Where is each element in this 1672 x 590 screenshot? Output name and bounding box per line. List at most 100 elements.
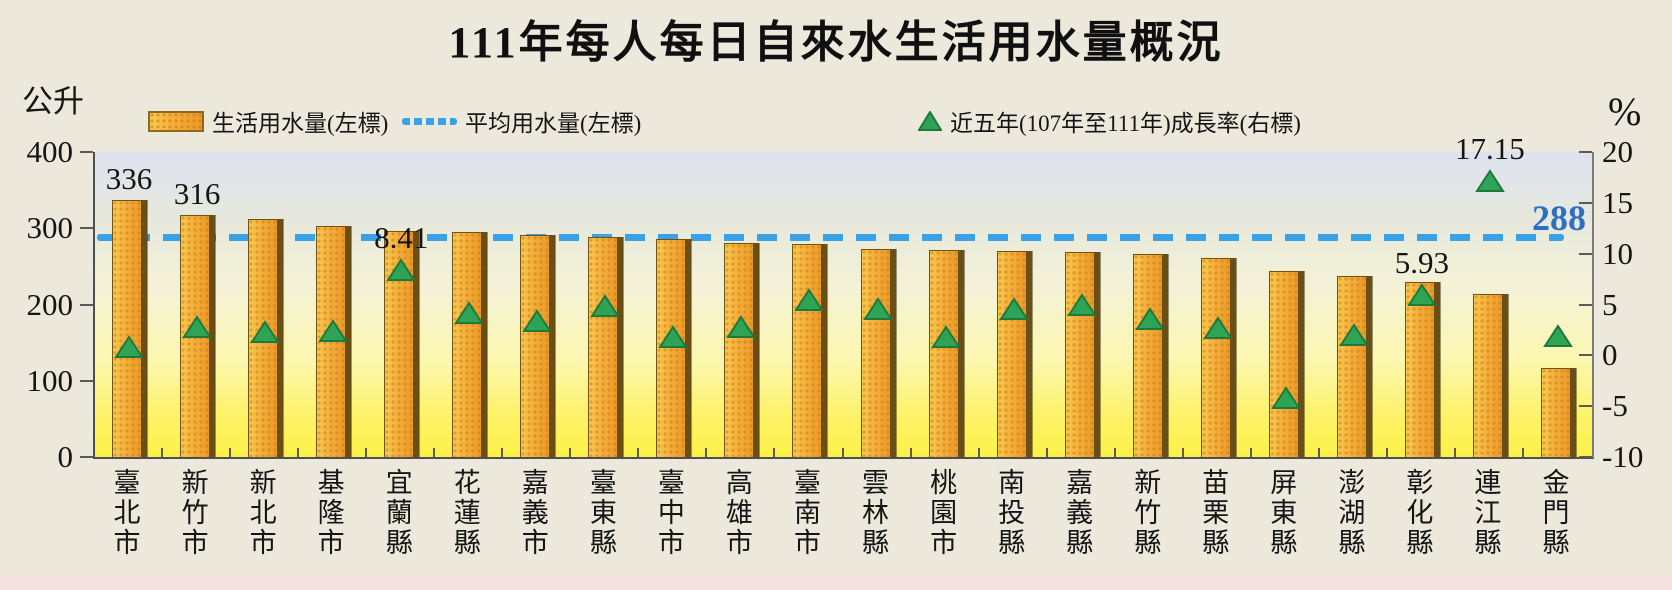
chart-title: 111年每人每日自來水生活用水量概況 bbox=[448, 18, 1224, 67]
bar-value-label: 316 bbox=[173, 176, 221, 212]
growth-marker bbox=[182, 315, 212, 338]
x-axis-tick-mark bbox=[229, 448, 232, 457]
x-axis-label: 澎湖縣 bbox=[1338, 468, 1366, 558]
growth-marker bbox=[930, 325, 961, 349]
x-axis-tick-mark bbox=[841, 448, 844, 457]
x-axis-tick-mark bbox=[1045, 448, 1048, 457]
x-axis-tick-mark bbox=[161, 448, 164, 457]
x-axis-label: 新竹市 bbox=[181, 468, 209, 558]
growth-value-label: 8.41 bbox=[374, 219, 429, 255]
growth-marker bbox=[454, 300, 485, 324]
right-axis-tick-mark bbox=[1579, 151, 1592, 153]
bottom-strip bbox=[0, 577, 1672, 590]
growth-marker bbox=[998, 296, 1029, 320]
x-axis-label: 屏東縣 bbox=[1270, 468, 1298, 558]
growth-marker bbox=[386, 257, 417, 281]
bar bbox=[452, 231, 488, 457]
right-axis-tick-mark bbox=[1579, 252, 1592, 255]
left-axis-tick-label: 0 bbox=[57, 439, 74, 474]
right-axis-tick-label: 0 bbox=[1602, 337, 1618, 373]
legend-label: 近五年(107年至111年)成長率(右標) bbox=[950, 111, 1301, 136]
x-axis-tick-mark bbox=[909, 448, 912, 457]
left-axis-tick-label: 200 bbox=[26, 286, 74, 322]
right-axis-unit-label: % bbox=[1608, 89, 1642, 134]
growth-marker bbox=[862, 296, 893, 320]
bar bbox=[724, 242, 760, 457]
x-axis-label: 連江縣 bbox=[1474, 468, 1502, 558]
left-axis-tick-label: 400 bbox=[26, 134, 74, 169]
right-axis-tick-mark bbox=[1579, 201, 1592, 204]
growth-marker bbox=[318, 319, 348, 342]
x-axis-label: 基隆市 bbox=[317, 468, 345, 558]
bar bbox=[1336, 276, 1372, 457]
right-axis-tick-label: -10 bbox=[1602, 439, 1644, 474]
legend-item-growth: 近五年(107年至111年)成長率(右標) bbox=[918, 103, 1301, 139]
x-axis-label: 嘉義縣 bbox=[1066, 468, 1094, 558]
bar bbox=[1132, 253, 1168, 457]
growth-marker bbox=[522, 308, 553, 332]
left-axis-unit-label: 公升 bbox=[22, 84, 84, 119]
bar bbox=[656, 238, 692, 457]
left-axis-tick-label: 300 bbox=[26, 210, 74, 246]
triangle-icon bbox=[918, 111, 942, 131]
left-axis-tick-label: 100 bbox=[26, 362, 74, 398]
x-axis-label: 苗栗縣 bbox=[1202, 468, 1230, 558]
x-axis-label: 臺北市 bbox=[113, 468, 141, 558]
bar bbox=[588, 237, 624, 457]
bar bbox=[996, 250, 1032, 457]
right-axis-tick-mark bbox=[1579, 354, 1592, 357]
growth-marker bbox=[1543, 324, 1573, 348]
x-axis-label: 新北市 bbox=[249, 468, 277, 558]
growth-marker bbox=[794, 288, 825, 312]
x-axis-label: 高雄市 bbox=[725, 468, 753, 558]
x-axis-label: 新竹縣 bbox=[1134, 468, 1162, 558]
growth-marker bbox=[1475, 169, 1505, 192]
x-axis-label: 桃園市 bbox=[930, 468, 958, 558]
average-value-label: 288 bbox=[1532, 198, 1586, 239]
x-axis-label: 臺東縣 bbox=[589, 468, 617, 558]
left-axis-tick-mark bbox=[80, 151, 93, 153]
bar bbox=[1064, 252, 1100, 457]
bar bbox=[1540, 368, 1576, 457]
growth-marker bbox=[1066, 292, 1097, 316]
x-axis-label: 宜蘭縣 bbox=[385, 468, 413, 558]
x-axis-tick-mark bbox=[1113, 448, 1116, 457]
x-axis-label: 臺南市 bbox=[793, 468, 821, 558]
right-axis-tick-label: 20 bbox=[1602, 134, 1633, 169]
legend-item-average: 平均用水量(左標) bbox=[402, 103, 641, 139]
x-axis-tick-mark bbox=[773, 448, 776, 457]
x-axis-tick-mark bbox=[433, 448, 436, 457]
x-axis-label: 雲林縣 bbox=[862, 468, 890, 558]
x-axis-label: 金門縣 bbox=[1542, 468, 1570, 558]
growth-value-label: 17.15 bbox=[1455, 130, 1525, 166]
x-axis-tick-mark bbox=[297, 448, 300, 457]
right-axis-tick-label: 10 bbox=[1602, 235, 1633, 271]
bar bbox=[1472, 293, 1508, 457]
bar bbox=[860, 248, 896, 457]
growth-marker bbox=[1270, 386, 1301, 410]
left-axis-tick-mark bbox=[80, 456, 93, 458]
x-axis-label: 花蓮縣 bbox=[453, 468, 481, 558]
x-axis-label: 嘉義市 bbox=[521, 468, 549, 558]
x-axis-tick-mark bbox=[1317, 448, 1320, 457]
x-axis-tick-mark bbox=[569, 448, 572, 457]
bar bbox=[1268, 271, 1304, 457]
right-axis-tick-mark bbox=[1579, 456, 1592, 458]
x-axis-label: 南投縣 bbox=[998, 468, 1026, 558]
legend-label: 平均用水量(左標) bbox=[465, 111, 642, 136]
right-axis-tick-mark bbox=[1579, 303, 1592, 306]
growth-marker bbox=[1134, 306, 1165, 330]
x-axis-label: 彰化縣 bbox=[1406, 468, 1434, 558]
right-axis-tick-label: -5 bbox=[1602, 388, 1628, 424]
bar-value-label: 336 bbox=[105, 160, 153, 196]
x-axis-tick-mark bbox=[365, 448, 368, 457]
growth-marker bbox=[1202, 316, 1233, 339]
x-axis-tick-mark bbox=[1181, 448, 1184, 457]
right-axis-tick-label: 15 bbox=[1602, 184, 1633, 220]
dashed-line-icon bbox=[402, 117, 457, 125]
growth-marker bbox=[250, 320, 280, 343]
growth-marker bbox=[114, 335, 144, 359]
plot-area: 288 336 316 8.41 5.93 17.15 bbox=[93, 131, 1594, 459]
growth-marker bbox=[658, 325, 689, 349]
